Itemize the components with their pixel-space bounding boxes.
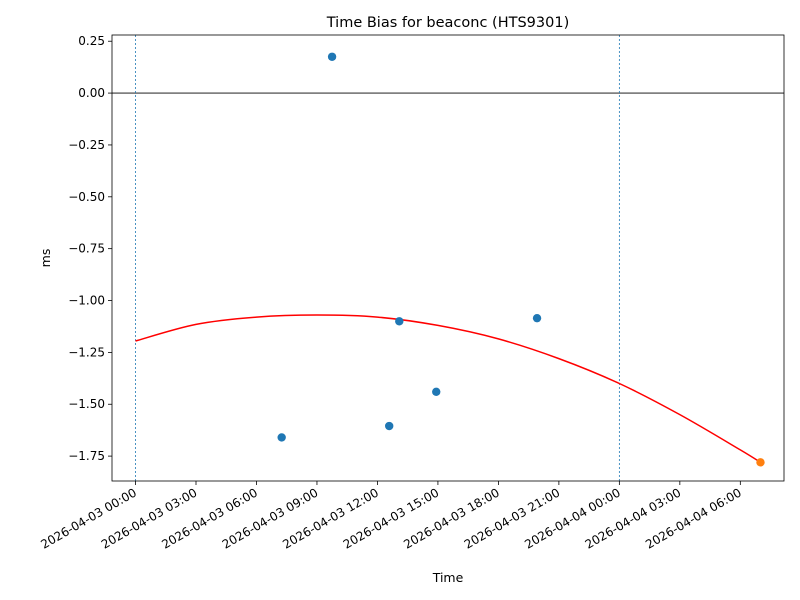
y-tick-label: −1.25 — [68, 345, 105, 359]
fit-curve — [135, 314, 761, 463]
chart-title: Time Bias for beaconc (HTS9301) — [326, 15, 569, 31]
data-point — [395, 317, 404, 326]
y-axis: 0.25 0.00 −0.25 −0.50 −0.75 −1.00 −1.25 −1.50 −1… — [68, 34, 112, 463]
data-point — [756, 458, 765, 467]
data-point — [385, 421, 394, 431]
data-point — [277, 433, 286, 442]
data-point — [327, 52, 337, 61]
x-axis-label: Time — [432, 570, 464, 585]
y-tick-label: −1.50 — [68, 397, 105, 411]
y-tick-label: −0.25 — [68, 138, 105, 152]
y-tick-label: −0.75 — [68, 242, 105, 256]
y-tick-label: 0.25 — [78, 34, 105, 48]
y-tick-label: −1.00 — [68, 294, 105, 308]
y-tick-label: −0.50 — [68, 190, 105, 204]
y-tick-label: −1.75 — [68, 449, 105, 463]
x-tick-label: 2026-04-03 00:00 — [38, 485, 139, 551]
plot-frame — [111, 34, 785, 482]
plot-area — [111, 34, 785, 482]
data-point — [432, 387, 441, 396]
data-point — [532, 313, 542, 323]
y-tick-label: 0.00 — [78, 86, 105, 100]
y-axis-label: ms — [38, 249, 53, 268]
